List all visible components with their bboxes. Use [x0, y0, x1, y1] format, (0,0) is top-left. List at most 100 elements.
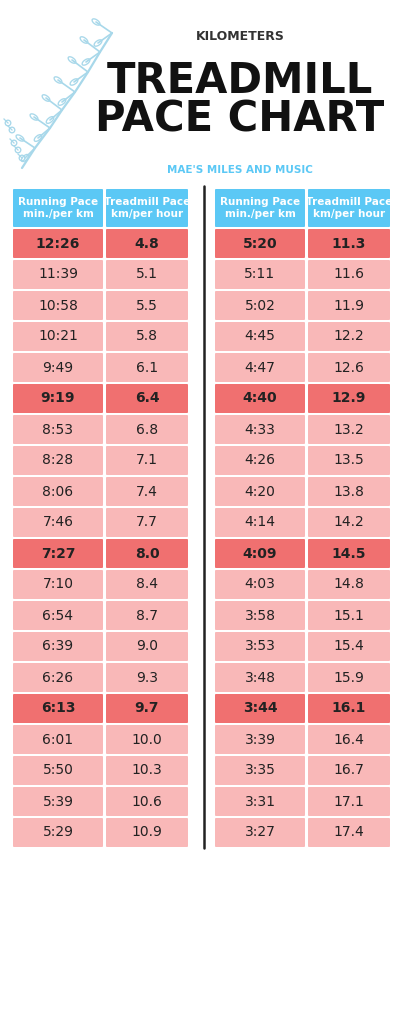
FancyBboxPatch shape: [214, 756, 304, 785]
Text: 10.0: 10.0: [131, 732, 162, 746]
FancyBboxPatch shape: [106, 632, 188, 662]
Text: 5:02: 5:02: [244, 299, 275, 312]
FancyBboxPatch shape: [307, 415, 389, 444]
FancyBboxPatch shape: [307, 725, 389, 754]
Text: 4:47: 4:47: [244, 360, 275, 375]
Text: 4:20: 4:20: [244, 484, 275, 499]
Text: 6:01: 6:01: [43, 732, 73, 746]
Text: 3:39: 3:39: [244, 732, 275, 746]
Text: 12.9: 12.9: [331, 391, 365, 406]
FancyBboxPatch shape: [307, 539, 389, 568]
Text: 17.1: 17.1: [333, 795, 364, 809]
FancyBboxPatch shape: [307, 446, 389, 475]
Text: 5:39: 5:39: [43, 795, 73, 809]
Text: 12:26: 12:26: [36, 237, 80, 251]
Text: 8.4: 8.4: [136, 578, 157, 592]
Text: 13.8: 13.8: [333, 484, 364, 499]
Text: 15.1: 15.1: [333, 608, 364, 623]
FancyBboxPatch shape: [13, 539, 103, 568]
FancyBboxPatch shape: [214, 694, 304, 723]
Text: 11:39: 11:39: [38, 267, 78, 282]
FancyBboxPatch shape: [106, 725, 188, 754]
Text: 16.7: 16.7: [333, 764, 364, 777]
FancyBboxPatch shape: [13, 570, 103, 599]
FancyBboxPatch shape: [13, 353, 103, 382]
Text: 8.0: 8.0: [135, 547, 159, 560]
Text: 14.5: 14.5: [331, 547, 365, 560]
FancyBboxPatch shape: [307, 787, 389, 816]
Text: 11.3: 11.3: [331, 237, 365, 251]
FancyBboxPatch shape: [13, 229, 103, 258]
Text: 9:19: 9:19: [40, 391, 75, 406]
FancyBboxPatch shape: [106, 601, 188, 630]
Text: 6.4: 6.4: [135, 391, 159, 406]
Text: 8:06: 8:06: [43, 484, 73, 499]
FancyBboxPatch shape: [106, 663, 188, 692]
Text: 7.4: 7.4: [136, 484, 157, 499]
Text: 5:50: 5:50: [43, 764, 73, 777]
FancyBboxPatch shape: [106, 508, 188, 537]
FancyBboxPatch shape: [307, 508, 389, 537]
Text: KILOMETERS: KILOMETERS: [195, 30, 284, 43]
FancyBboxPatch shape: [106, 477, 188, 506]
Text: 6:39: 6:39: [43, 640, 73, 653]
Text: 5:11: 5:11: [244, 267, 275, 282]
Text: 7:46: 7:46: [43, 515, 73, 529]
Text: 9.3: 9.3: [136, 671, 157, 684]
Text: 9.7: 9.7: [135, 701, 159, 716]
Text: 4:03: 4:03: [244, 578, 275, 592]
Text: MAE'S MILES AND MUSIC: MAE'S MILES AND MUSIC: [166, 165, 312, 175]
Text: 3:35: 3:35: [244, 764, 275, 777]
FancyBboxPatch shape: [307, 694, 389, 723]
FancyBboxPatch shape: [106, 353, 188, 382]
FancyBboxPatch shape: [13, 322, 103, 351]
FancyBboxPatch shape: [13, 508, 103, 537]
Text: 7:27: 7:27: [40, 547, 75, 560]
Text: 10:21: 10:21: [38, 330, 78, 343]
Text: 10.3: 10.3: [131, 764, 162, 777]
Text: 5.1: 5.1: [136, 267, 157, 282]
Text: 16.1: 16.1: [331, 701, 365, 716]
FancyBboxPatch shape: [106, 539, 188, 568]
FancyBboxPatch shape: [214, 725, 304, 754]
FancyBboxPatch shape: [13, 189, 103, 227]
Text: 4.8: 4.8: [134, 237, 159, 251]
Text: 16.4: 16.4: [333, 732, 364, 746]
Text: 3:27: 3:27: [244, 825, 275, 840]
FancyBboxPatch shape: [13, 694, 103, 723]
Text: Treadmill Pace
km/per hour: Treadmill Pace km/per hour: [305, 198, 391, 219]
Text: 9:49: 9:49: [43, 360, 73, 375]
Text: 17.4: 17.4: [333, 825, 364, 840]
Text: 7.7: 7.7: [136, 515, 157, 529]
FancyBboxPatch shape: [106, 818, 188, 847]
Text: 6:13: 6:13: [40, 701, 75, 716]
Text: 11.9: 11.9: [333, 299, 364, 312]
Text: 7:10: 7:10: [43, 578, 73, 592]
Text: 3:31: 3:31: [244, 795, 275, 809]
FancyBboxPatch shape: [13, 632, 103, 662]
Text: 15.4: 15.4: [333, 640, 364, 653]
Text: 4:09: 4:09: [242, 547, 276, 560]
Text: 15.9: 15.9: [333, 671, 364, 684]
FancyBboxPatch shape: [13, 601, 103, 630]
FancyBboxPatch shape: [106, 189, 188, 227]
FancyBboxPatch shape: [13, 756, 103, 785]
FancyBboxPatch shape: [214, 632, 304, 662]
FancyBboxPatch shape: [307, 570, 389, 599]
FancyBboxPatch shape: [307, 189, 389, 227]
FancyBboxPatch shape: [307, 477, 389, 506]
FancyBboxPatch shape: [13, 446, 103, 475]
Text: 5.8: 5.8: [136, 330, 157, 343]
Text: 6.1: 6.1: [136, 360, 158, 375]
Text: 6.8: 6.8: [136, 423, 158, 436]
Text: 4:45: 4:45: [244, 330, 275, 343]
Text: 12.6: 12.6: [333, 360, 364, 375]
FancyBboxPatch shape: [13, 787, 103, 816]
FancyBboxPatch shape: [106, 415, 188, 444]
FancyBboxPatch shape: [307, 601, 389, 630]
FancyBboxPatch shape: [214, 539, 304, 568]
FancyBboxPatch shape: [13, 260, 103, 289]
Text: 11.6: 11.6: [333, 267, 364, 282]
Text: 12.2: 12.2: [333, 330, 364, 343]
Text: 10.6: 10.6: [131, 795, 162, 809]
